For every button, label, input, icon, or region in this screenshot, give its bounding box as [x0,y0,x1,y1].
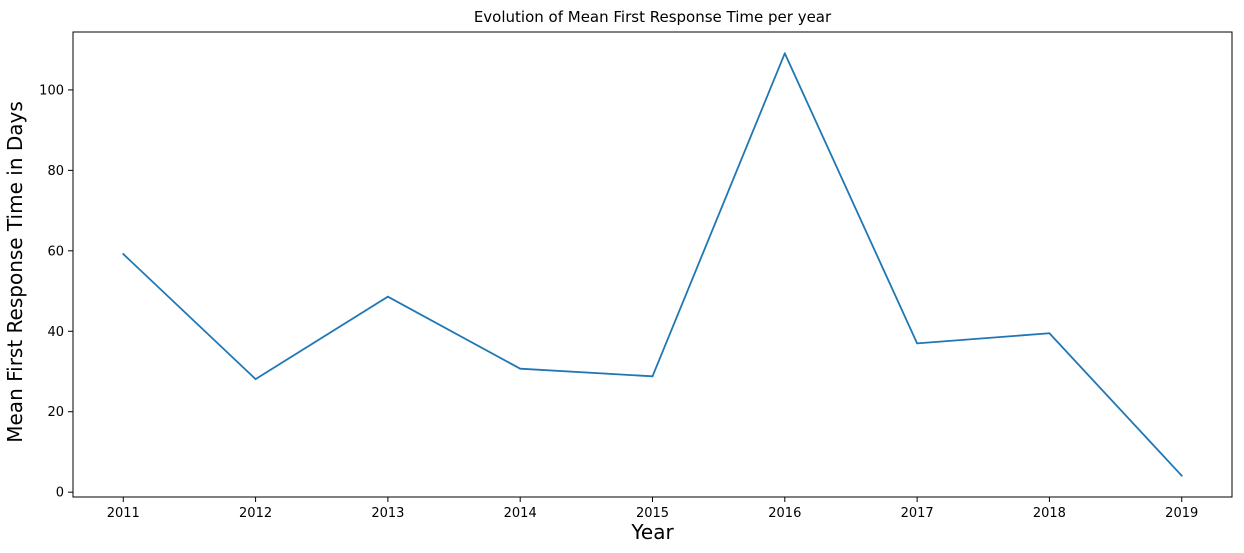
data-point [916,342,919,345]
x-tick-label: 2013 [371,506,404,521]
x-tick-label: 2014 [504,506,537,521]
x-axis-label: Year [630,520,674,544]
x-axis: 2011 2012 2013 2014 2015 2016 2017 2018 2019 [107,497,1198,521]
y-axis-label: Mean First Response Time in Days [3,101,27,443]
x-tick-label: 2011 [107,506,140,521]
data-point [254,378,257,381]
data-point [1048,332,1051,335]
y-tick-label: 80 [47,164,64,179]
data-point [519,367,522,370]
data-point [122,253,125,255]
chart-title: Evolution of Mean First Response Time pe… [474,8,832,26]
data-point [783,52,786,55]
y-tick-label: 0 [56,486,64,501]
x-tick-label: 2018 [1033,506,1066,521]
x-tick-label: 2016 [768,506,801,521]
data-point [1180,474,1183,477]
series-points [122,52,1183,477]
x-tick-label: 2015 [636,506,669,521]
data-point [651,375,654,378]
y-tick-label: 40 [47,325,64,340]
x-tick-label: 2019 [1165,506,1198,521]
x-tick-label: 2012 [239,506,272,521]
y-tick-label: 20 [47,405,64,420]
y-tick-label: 60 [47,244,64,259]
y-tick-label: 100 [39,83,64,98]
data-point [386,295,389,298]
x-tick-label: 2017 [901,506,934,521]
plot-area: 2011 2012 2013 2014 2015 2016 2017 2018 2019 0 20… [39,31,1233,521]
y-axis: 0 20 40 60 80 100 [39,83,73,501]
